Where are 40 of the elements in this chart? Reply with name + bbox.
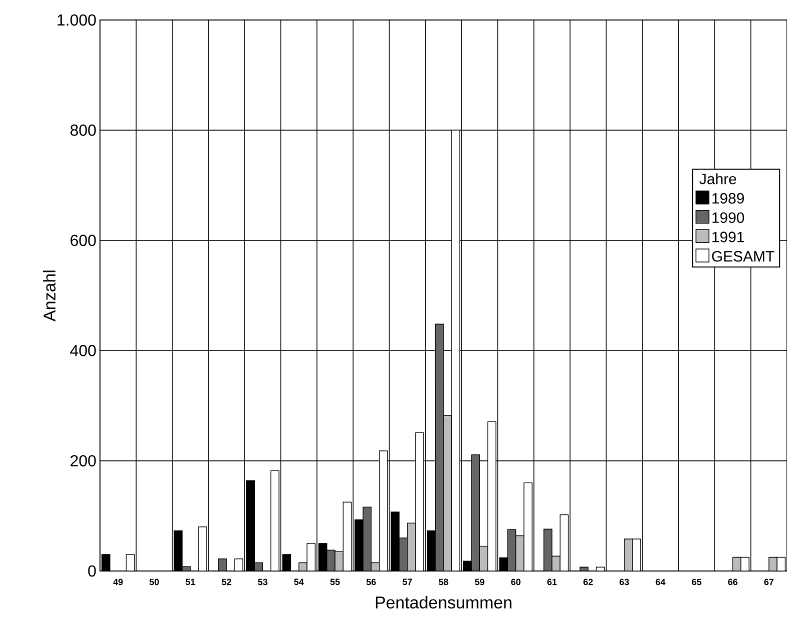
x-tick-label: 67 bbox=[764, 578, 774, 586]
legend-title: Jahre bbox=[700, 173, 736, 184]
y-axis-title: Anzahl bbox=[43, 270, 56, 322]
y-tick-label: 400 bbox=[70, 344, 96, 356]
x-tick-label: 62 bbox=[583, 578, 593, 586]
y-tick-label: 1.000 bbox=[58, 14, 96, 26]
x-tick-label: 65 bbox=[692, 578, 702, 586]
x-tick-label: 66 bbox=[728, 578, 738, 586]
y-tick-label: 200 bbox=[70, 455, 96, 466]
legend-label: 1991 bbox=[712, 232, 744, 242]
legend-label: 1990 bbox=[712, 212, 744, 223]
x-tick-label: 60 bbox=[511, 578, 520, 586]
x-tick-label: 57 bbox=[402, 578, 412, 586]
x-tick-label: 63 bbox=[620, 578, 629, 586]
legend-label: GESAMT bbox=[712, 251, 774, 262]
x-tick-label: 51 bbox=[186, 578, 196, 586]
x-tick-label: 50 bbox=[150, 578, 159, 586]
bar bbox=[507, 529, 516, 571]
x-tick-label: 59 bbox=[474, 578, 484, 586]
x-tick-label: 64 bbox=[656, 578, 666, 586]
x-tick-label: 52 bbox=[222, 578, 232, 586]
bar bbox=[543, 528, 552, 571]
x-tick-label: 58 bbox=[438, 578, 448, 586]
y-tick-label: 0 bbox=[88, 565, 96, 577]
bar bbox=[471, 454, 480, 571]
x-tick-label: 49 bbox=[113, 578, 123, 586]
bar bbox=[406, 522, 416, 571]
x-axis-title: Pentadensummen bbox=[376, 596, 512, 609]
bar bbox=[443, 415, 452, 571]
x-tick-label: 56 bbox=[366, 578, 376, 586]
bar bbox=[362, 506, 372, 571]
y-tick-label: 800 bbox=[70, 124, 96, 136]
x-tick-label: 54 bbox=[294, 578, 304, 586]
y-tick-label: 600 bbox=[70, 234, 96, 246]
bar bbox=[515, 535, 524, 571]
x-tick-label: 53 bbox=[258, 578, 268, 586]
bar bbox=[435, 324, 444, 571]
legend-label: 1989 bbox=[712, 192, 744, 204]
x-tick-label: 61 bbox=[547, 578, 557, 586]
x-tick-label: 55 bbox=[330, 578, 340, 586]
